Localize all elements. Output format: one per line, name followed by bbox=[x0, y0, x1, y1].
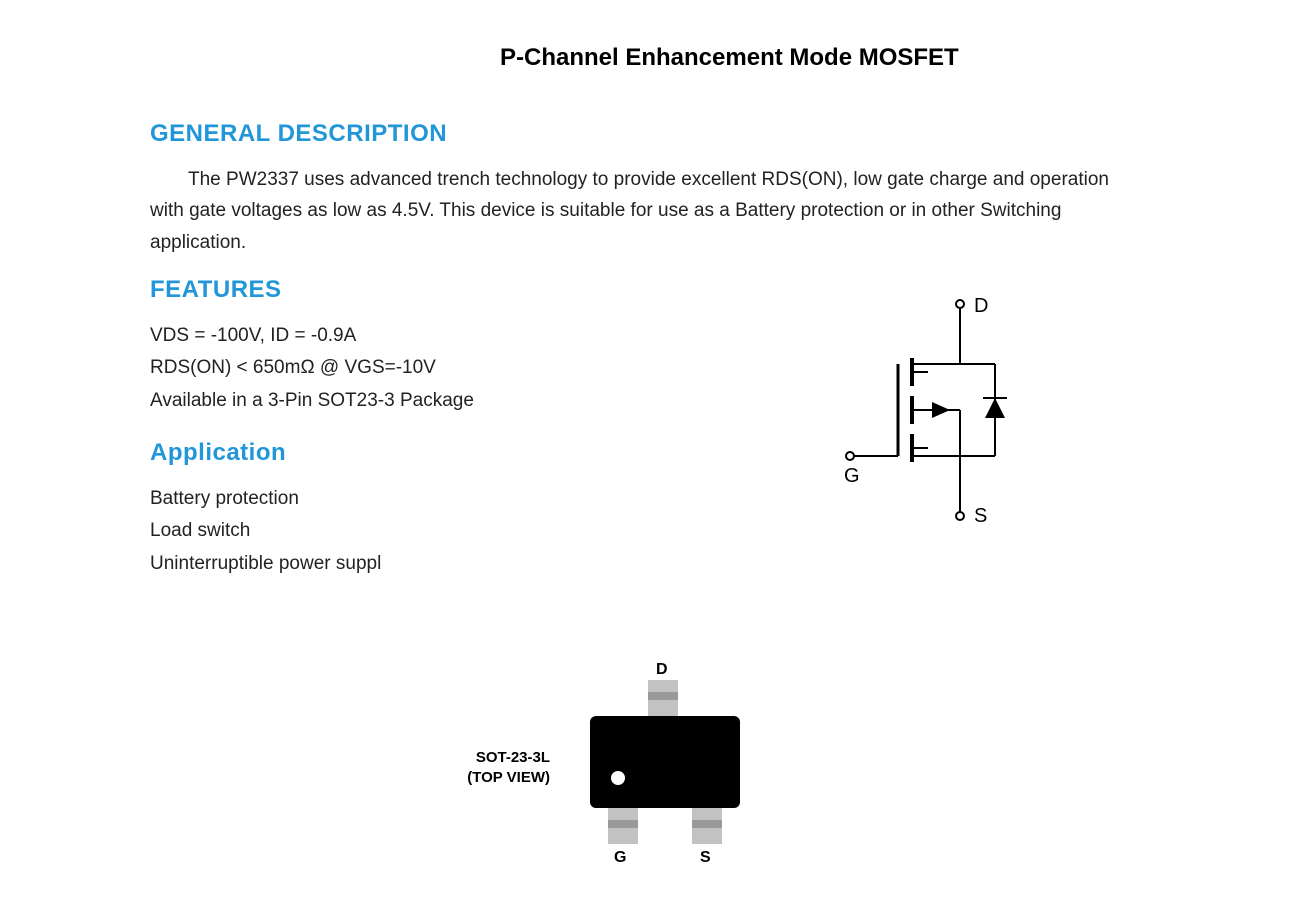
source-label: S bbox=[974, 505, 987, 527]
mosfet-symbol-diagram: D G S bbox=[840, 290, 1040, 530]
package-label-line2: (TOP VIEW) bbox=[467, 769, 550, 786]
general-description-heading: GENERAL DESCRIPTION bbox=[150, 120, 1140, 148]
gate-label: G bbox=[844, 465, 860, 487]
drain-label: D bbox=[974, 295, 988, 317]
package-label-line1: SOT-23-3L bbox=[476, 749, 550, 766]
application-line: Uninterruptible power suppl bbox=[150, 548, 1140, 580]
package-pin-d: D bbox=[656, 661, 668, 678]
package-diagram: SOT-23-3L (TOP VIEW) D G S bbox=[430, 660, 770, 880]
general-description-text: The PW2337 uses advanced trench technolo… bbox=[150, 164, 1140, 258]
mosfet-symbol-svg: D G S bbox=[840, 290, 1040, 530]
package-pin-s: S bbox=[700, 849, 711, 866]
page-title: P-Channel Enhancement Mode MOSFET bbox=[500, 44, 959, 72]
package-svg: D G S bbox=[570, 660, 770, 880]
package-label: SOT-23-3L (TOP VIEW) bbox=[430, 748, 550, 789]
package-pin-g: G bbox=[614, 849, 626, 866]
